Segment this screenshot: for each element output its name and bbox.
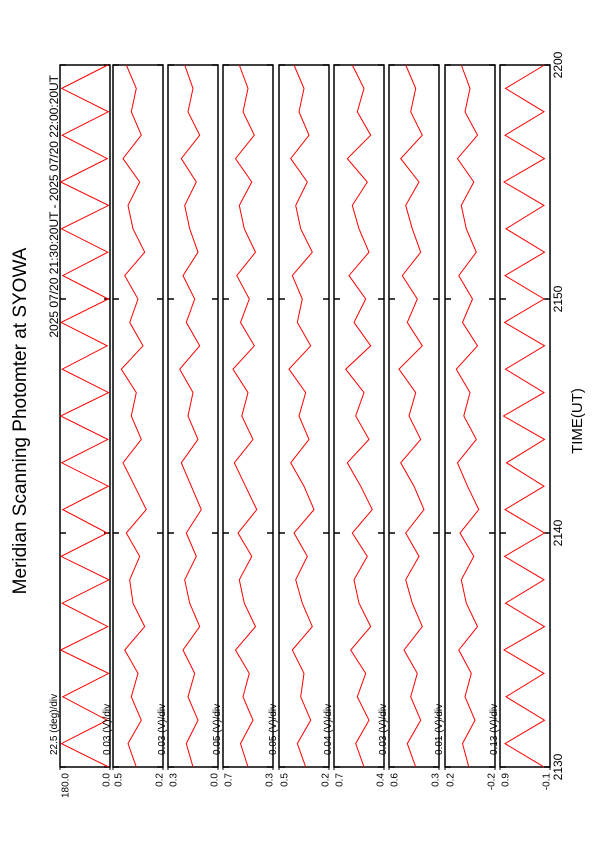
y-tick-label: 0.5 <box>114 773 125 787</box>
panel-scale-label: 0.05 (V)/div <box>212 704 223 755</box>
panel-frame <box>112 64 164 768</box>
y-tick-label: 0.4 <box>376 773 387 787</box>
signal-line <box>288 64 315 768</box>
y-tick-label: 0.3 <box>169 773 180 787</box>
y-tick-label: 0.3 <box>265 773 276 787</box>
x-tick-label: 2140 <box>551 519 565 546</box>
panel-scale-label: 0.13 (V)/div <box>489 704 500 755</box>
panel-scale-label: 22.5 (deg)/div <box>49 694 60 755</box>
y-tick-label: 0.2 <box>321 773 332 787</box>
y-tick-label: 0.2 <box>446 773 457 787</box>
chart-title: Meridian Scanning Photomter at SYOWA <box>10 247 31 594</box>
y-tick-label: 0.6 <box>390 773 401 787</box>
signal-line <box>455 64 480 768</box>
panel-frame <box>222 64 274 768</box>
y-tick-label: 0.0 <box>210 773 221 787</box>
signal-line <box>232 64 258 768</box>
panel-scale-label: 0.03 (V)/div <box>102 704 113 755</box>
y-tick-label: -0.1 <box>542 773 553 791</box>
x-tick-label: 2150 <box>551 285 565 312</box>
y-tick-label: 0.0 <box>102 773 113 787</box>
panel-frame <box>278 64 330 768</box>
y-tick-label: 0.7 <box>335 773 346 787</box>
y-tick-label: 0.9 <box>501 773 512 787</box>
y-tick-label: 0.5 <box>280 773 291 787</box>
signal-line <box>345 64 373 768</box>
y-tick-label: 0.2 <box>155 773 166 787</box>
rotated-plot: Meridian Scanning Photomter at SYOWA 202… <box>10 51 586 798</box>
panel-frame <box>444 64 496 768</box>
panel-scale-label: 0.05 (V)/div <box>268 704 279 755</box>
y-tick-label: -0.2 <box>487 773 498 791</box>
signal-line <box>120 64 147 768</box>
signal-line <box>59 64 111 768</box>
x-tick-label: 2200 <box>551 51 565 78</box>
y-tick-label: 180.0 <box>61 773 72 798</box>
y-tick-label: 0.3 <box>431 773 442 787</box>
chart-subtitle: 2025 07/20 21:30:20UT - 2025 07/20 22:00… <box>47 74 61 337</box>
panel-frame <box>167 64 219 768</box>
panel-scale-label: 0.03 (V)/div <box>378 704 389 755</box>
signal-line <box>502 64 546 768</box>
x-axis-label: TIME(UT) <box>569 388 586 454</box>
panel-scale-label: 0.01 (V)/div <box>434 704 445 755</box>
x-tick-label: 2130 <box>551 753 565 780</box>
panel-frame <box>333 64 385 768</box>
signal-line <box>398 64 425 768</box>
panel-frame <box>499 64 551 768</box>
signal-line <box>179 64 202 768</box>
y-tick-label: 0.7 <box>224 773 235 787</box>
panel-scale-label: 0.04 (V)/div <box>323 704 334 755</box>
panel-frame <box>388 64 440 768</box>
panel-scale-label: 0.03 (V)/div <box>157 704 168 755</box>
